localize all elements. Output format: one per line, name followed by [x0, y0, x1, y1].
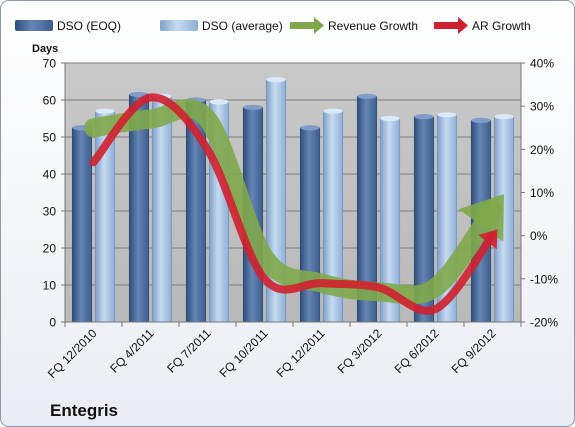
bar-cap — [380, 115, 400, 122]
legend-arrow-revenue-growth — [290, 17, 324, 34]
line-ar-growth — [89, 93, 498, 315]
y-tick-label: 60 — [43, 94, 57, 108]
bar-body — [71, 127, 93, 323]
arrowhead-ar-growth — [478, 229, 498, 250]
y2-tick-label: 30% — [530, 100, 554, 114]
line-path-ar-growth — [89, 93, 497, 315]
legend-arrow-ar-growth — [434, 17, 468, 34]
y-tick-label: 30 — [43, 205, 57, 219]
bar-cap — [209, 99, 229, 105]
line-revenue-growth — [84, 99, 504, 305]
bar-body — [299, 127, 321, 323]
legend-swatch-dso-average — [160, 20, 198, 31]
y-axis-ticks: 0 10 20 30 40 50 60 70 — [43, 57, 65, 330]
bar-cap — [323, 108, 343, 114]
legend-label-revenue-growth: Revenue Growth — [328, 19, 418, 33]
line-path-revenue-growth — [84, 99, 502, 305]
legend-label-ar-growth: AR Growth — [472, 19, 531, 33]
legend: DSO (EOQ) DSO (average) Revenue Growth A… — [15, 17, 531, 34]
legend-swatch-dso-eoq — [15, 20, 53, 31]
bar-dso-eoq-fq-3-2012 — [356, 93, 378, 323]
legend-item-dso-average: DSO (average) — [160, 19, 283, 33]
y-tick-label: 50 — [43, 131, 57, 145]
legend-label-dso-eoq: DSO (EOQ) — [57, 19, 121, 33]
bar-cap — [494, 114, 514, 120]
company-name: Entegris — [50, 401, 118, 420]
y2-tick-label: -10% — [530, 272, 558, 286]
y-tick-label: 40 — [43, 168, 57, 182]
y-tick-label: 70 — [43, 57, 57, 71]
legend-item-ar-growth: AR Growth — [434, 17, 531, 34]
y2-tick-label: 40% — [530, 57, 554, 71]
legend-label-dso-average: DSO (average) — [202, 19, 283, 33]
bar-cap — [243, 104, 263, 110]
bar-cap — [437, 112, 457, 118]
bar-cap — [300, 125, 320, 131]
y-tick-label: 10 — [43, 279, 57, 293]
bar-cap — [95, 108, 115, 114]
y-tick-label: 20 — [43, 242, 57, 256]
bar-cap — [471, 117, 491, 123]
bar-dso-eoq-fq-12-2011 — [299, 125, 321, 323]
arrowhead-revenue-growth — [458, 194, 504, 242]
y2-tick-label: 10% — [530, 186, 554, 200]
bar-cap — [357, 93, 377, 99]
legend-item-revenue-growth: Revenue Growth — [290, 17, 418, 34]
y2-axis-ticks: -20% -10% 0% 10% 20% 30% 40% — [521, 57, 558, 330]
y-tick-label: 0 — [49, 316, 56, 330]
bar-body — [151, 96, 173, 323]
legend-item-dso-eoq: DSO (EOQ) — [15, 19, 121, 33]
bar-dso-eoq-fq-4-2011 — [128, 91, 150, 323]
growth-lines — [84, 93, 504, 315]
y2-tick-label: 0% — [530, 229, 548, 243]
bar-cap — [414, 114, 434, 120]
bar-dso-eoq-fq-12-2010 — [71, 125, 93, 323]
y2-tick-label: -20% — [530, 316, 558, 330]
bar-dso-average-fq-3-2012 — [379, 115, 401, 323]
y2-tick-label: 20% — [530, 143, 554, 157]
y-axis-label: Days — [32, 43, 58, 55]
bar-cap — [266, 77, 286, 83]
